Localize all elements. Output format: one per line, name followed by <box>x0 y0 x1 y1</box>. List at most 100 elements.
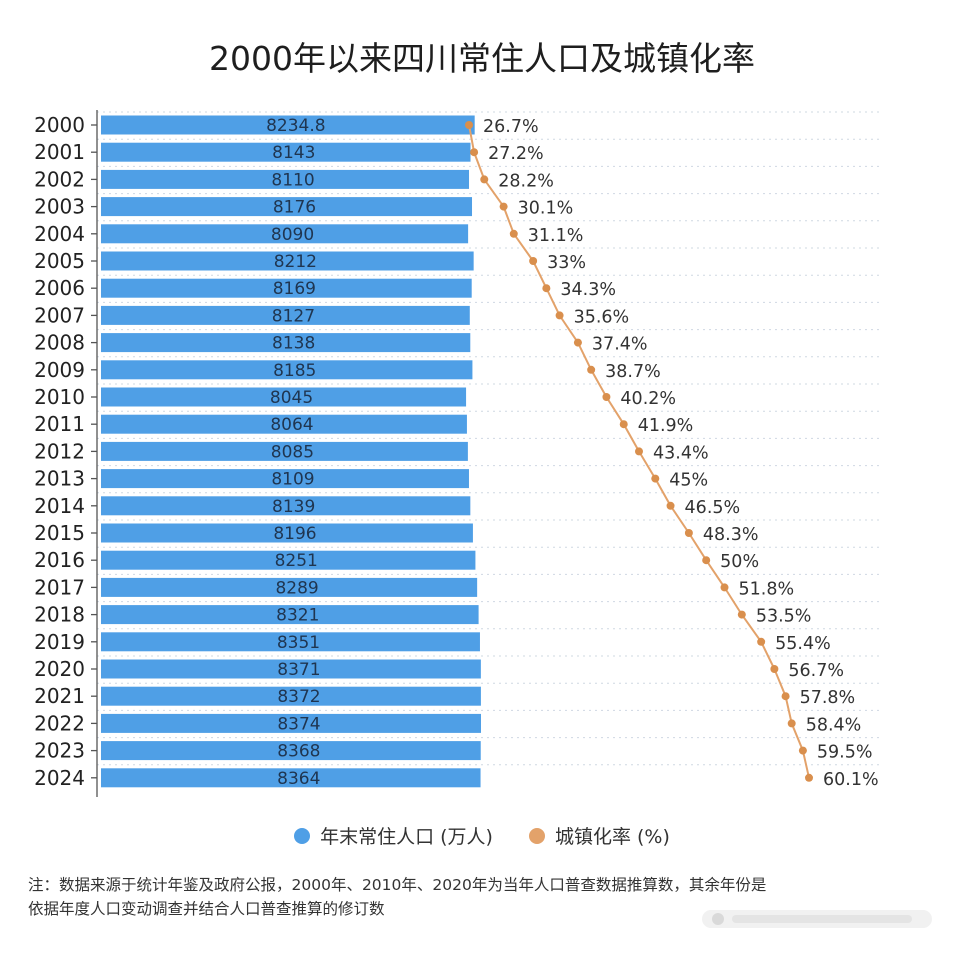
urbanization-label: 27.2% <box>488 144 544 164</box>
urbanization-point <box>757 637 766 646</box>
population-bar <box>101 469 469 489</box>
urbanization-label: 28.2% <box>498 171 554 191</box>
urbanization-point <box>702 556 711 565</box>
urbanization-point <box>542 284 551 293</box>
urbanization-label: 33% <box>547 253 586 273</box>
y-tick-label: 2023 <box>34 739 85 763</box>
population-bar-label: 8127 <box>272 306 315 326</box>
population-bar <box>101 496 471 516</box>
urbanization-label: 40.2% <box>620 389 676 409</box>
urbanization-label: 31.1% <box>528 226 584 246</box>
urbanization-label: 41.9% <box>638 416 694 436</box>
population-bar-label: 8064 <box>270 415 313 435</box>
population-bar <box>101 686 481 706</box>
population-bar-label: 8371 <box>277 660 320 680</box>
urbanization-point <box>509 229 518 238</box>
y-tick-label: 2021 <box>34 684 85 708</box>
y-tick-label: 2000 <box>34 113 85 137</box>
urbanization-label: 38.7% <box>605 362 661 382</box>
urbanization-point <box>720 583 729 592</box>
y-tick-label: 2013 <box>34 467 85 491</box>
urbanization-point <box>737 610 746 619</box>
population-bar <box>101 360 473 380</box>
urbanization-point <box>470 148 479 157</box>
population-bar-label: 8139 <box>272 497 315 517</box>
y-tick-label: 2012 <box>34 439 85 463</box>
population-bar-label: 8176 <box>273 198 316 218</box>
population-bar-label: 8169 <box>273 279 316 299</box>
urbanization-point <box>770 665 779 673</box>
urbanization-label: 60.1% <box>823 770 879 790</box>
chart-title: 2000年以来四川常住人口及城镇化率 <box>209 39 755 78</box>
urbanization-label: 58.4% <box>806 715 862 735</box>
y-tick-label: 2006 <box>34 276 85 300</box>
population-bar-label: 8138 <box>272 334 315 354</box>
population-bar-label: 8212 <box>274 252 317 272</box>
legend-item-population[interactable]: 年末常住人口 (万人) <box>294 822 493 849</box>
y-tick-label: 2010 <box>34 385 85 409</box>
urbanization-point <box>555 311 564 320</box>
y-tick-label: 2001 <box>34 140 85 164</box>
urbanization-label: 43.4% <box>653 443 709 463</box>
population-bar-label: 8351 <box>277 633 320 653</box>
population-bar-label: 8090 <box>271 225 314 245</box>
urbanization-label: 34.3% <box>560 280 616 300</box>
population-bar <box>101 387 467 407</box>
urbanization-point <box>602 393 611 401</box>
urbanization-point <box>781 692 790 701</box>
source-note-line-1: 注：数据来源于统计年鉴及政府公报，2000年、2010年、2020年为当年人口普… <box>28 876 767 894</box>
population-bar <box>101 577 478 597</box>
urbanization-label: 48.3% <box>703 525 759 545</box>
population-bar <box>101 550 476 570</box>
urbanization-label: 26.7% <box>483 117 539 137</box>
urbanization-point <box>805 773 813 782</box>
population-bar <box>101 713 481 733</box>
legend-dot-urbanization <box>528 827 545 844</box>
y-tick-label: 2009 <box>34 358 85 382</box>
source-note: 注：数据来源于统计年鉴及政府公报，2000年、2010年、2020年为当年人口普… <box>28 873 948 921</box>
urbanization-label: 45% <box>669 471 708 491</box>
y-tick-label: 2016 <box>34 548 85 572</box>
source-note-line-2: 依据年度人口变动调查并结合人口普查推算的修订数 <box>28 900 385 918</box>
population-bar <box>101 115 475 135</box>
population-bar-label: 8109 <box>271 470 314 490</box>
population-bar <box>101 768 481 788</box>
population-bar <box>101 441 468 461</box>
urbanization-label: 59.5% <box>817 743 873 763</box>
urbanization-point <box>480 175 489 184</box>
legend-label-population: 年末常住人口 (万人) <box>320 826 493 848</box>
urbanization-label: 30.1% <box>518 199 574 219</box>
chart-legend: 年末常住人口 (万人) 城镇化率 (%) <box>0 822 964 849</box>
urbanization-point <box>499 202 508 211</box>
urbanization-point <box>619 420 628 429</box>
urbanization-point <box>787 719 796 728</box>
y-tick-label: 2014 <box>34 494 85 518</box>
population-bar-label: 8143 <box>272 143 315 163</box>
population-bar-label: 8085 <box>271 442 314 462</box>
y-tick-label: 2004 <box>34 222 85 246</box>
population-bar <box>101 169 470 189</box>
population-bar-label: 8110 <box>271 170 314 190</box>
y-tick-label: 2015 <box>34 521 85 545</box>
urbanization-label: 55.4% <box>775 634 831 654</box>
urbanization-point <box>635 447 643 456</box>
urbanization-point <box>587 365 596 374</box>
urbanization-label: 57.8% <box>800 688 856 708</box>
urbanization-label: 51.8% <box>739 579 795 599</box>
urbanization-label: 56.7% <box>788 661 844 681</box>
urbanization-point <box>798 746 807 755</box>
y-tick-label: 2022 <box>34 711 85 735</box>
population-bar-label: 8234.8 <box>266 116 325 136</box>
legend-item-urbanization[interactable]: 城镇化率 (%) <box>528 822 670 849</box>
population-bar-label: 8045 <box>270 388 313 408</box>
y-tick-label: 2011 <box>34 412 85 436</box>
y-tick-label: 2024 <box>34 766 85 790</box>
legend-dot-population <box>294 827 311 844</box>
population-bar-label: 8196 <box>273 524 316 544</box>
population-bar <box>101 741 481 761</box>
urbanization-point <box>465 121 473 129</box>
urbanization-point <box>573 338 582 347</box>
y-tick-label: 2003 <box>34 195 85 219</box>
population-bar <box>101 197 473 217</box>
population-bar-label: 8374 <box>277 714 320 734</box>
